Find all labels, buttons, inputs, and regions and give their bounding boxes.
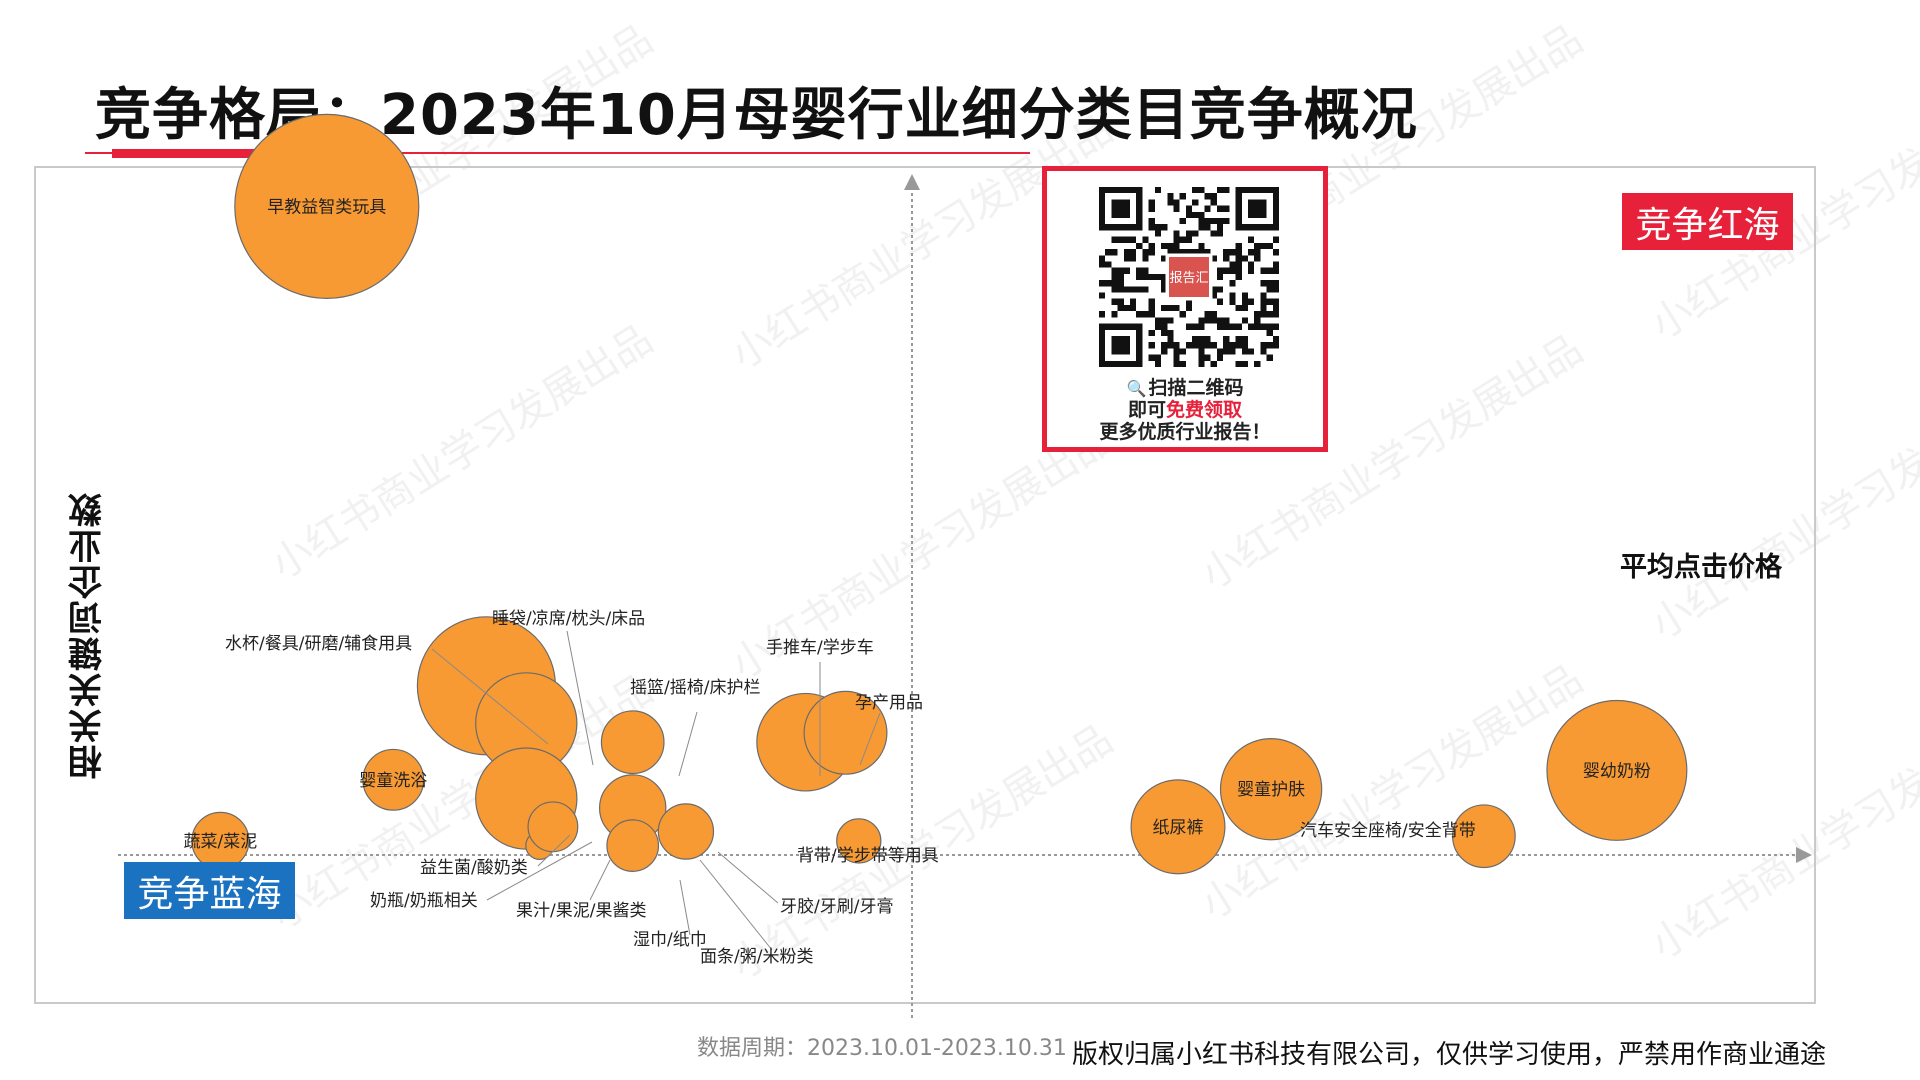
bubble-label: 背带/学步带等用具 (797, 846, 939, 866)
qr-logo-text: 报告汇 (1169, 271, 1208, 286)
bubble-label: 纸尿裤 (1153, 818, 1204, 838)
data-period: 数据周期：2023.10.01-2023.10.31 (697, 1036, 1067, 1061)
leader-line (717, 851, 779, 904)
bubble-label: 蔬菜/菜泥 (184, 832, 258, 852)
leader-line (566, 630, 594, 766)
leader-line (486, 841, 593, 901)
bubble-label: 湿巾/纸巾 (633, 930, 707, 950)
chart-frame (34, 166, 1816, 1004)
bubble-label: 婴童洗浴 (359, 771, 427, 791)
bubble-label: 牙胶/牙刷/牙膏 (780, 896, 893, 917)
bubble-label: 孕产用品 (855, 693, 923, 713)
bubble-point (527, 801, 579, 853)
leader-line (431, 648, 549, 745)
bubble-label: 睡袋/凉席/枕头/床品 (492, 609, 645, 629)
qr-line-2-prefix: 即可 (1127, 399, 1166, 421)
qr-line-3: 更多优质行业报告！ (1099, 421, 1271, 443)
bubble-point (1546, 699, 1688, 841)
bubble-series (191, 113, 1688, 875)
bubble-label: 奶瓶/奶瓶相关 (370, 891, 478, 911)
qr-line-2: 即可免费领取 (1047, 399, 1323, 421)
bubble-label: 手推车/学步车 (766, 638, 874, 658)
bubble-point (836, 818, 882, 864)
bubble-point (657, 803, 715, 860)
copyright-notice: 版权归属小红书科技有限公司，仅供学习使用，严禁用作商业通途 (1072, 1040, 1827, 1070)
bubble-label: 早教益智类玩具 (267, 197, 386, 217)
bubble-point (600, 710, 665, 775)
qr-promo-box[interactable]: 报告汇 🔍 扫描二维码 即可免费领取 更多优质行业报告！ (1042, 166, 1328, 452)
leader-lines (431, 630, 881, 951)
bubble-point (362, 748, 425, 811)
leader-line (699, 859, 773, 951)
bubble-label: 摇篮/摇椅/床护栏 (630, 678, 760, 698)
bubble-point (1219, 738, 1323, 841)
blue-sea-badge: 竞争蓝海 (124, 862, 295, 919)
bubble-label: 婴幼奶粉 (1583, 761, 1651, 781)
bubble-point (803, 690, 888, 775)
bubble-label: 面条/粥/米粉类 (700, 947, 813, 967)
bubble-point (1452, 804, 1516, 869)
magnifier-icon: 🔍 (1126, 379, 1147, 398)
leader-line (679, 879, 691, 936)
leader-line (537, 834, 571, 867)
title-underline (85, 152, 1030, 154)
bubble-label: 益生菌/酸奶类 (420, 858, 528, 878)
red-sea-badge: 竞争红海 (1622, 193, 1793, 250)
qr-code-icon[interactable]: 报告汇 (1099, 187, 1279, 367)
qr-line-1-text: 扫描二维码 (1148, 377, 1244, 399)
x-axis-label: 平均点击价格 (1620, 552, 1782, 583)
bubble-label: 果汁/果泥/果酱类 (516, 901, 646, 921)
bubble-point (1130, 779, 1226, 875)
bubble-label: 汽车安全座椅/安全背带 (1300, 821, 1476, 841)
y-axis-label: 相关关键词企业数 (68, 491, 109, 779)
bubble-point (234, 113, 420, 299)
leader-line (678, 711, 698, 777)
qr-line-1: 🔍 扫描二维码 (1047, 377, 1323, 400)
bubble-label: 水杯/餐具/研磨/辅食用具 (225, 634, 412, 654)
leader-line (859, 712, 881, 766)
bubble-point (606, 819, 660, 872)
qr-line-2-highlight: 免费领取 (1166, 399, 1243, 421)
bubble-label: 婴童护肤 (1237, 780, 1305, 800)
leader-line (589, 859, 611, 901)
